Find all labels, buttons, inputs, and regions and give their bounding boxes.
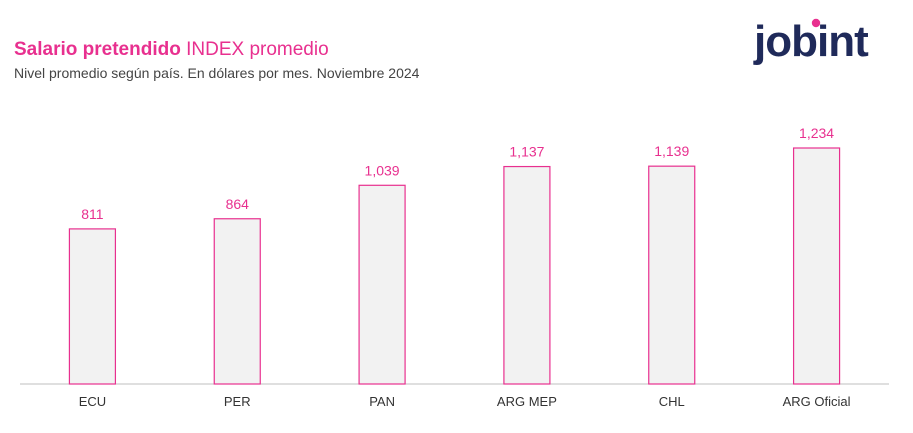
- jobint-logo: jobint: [753, 17, 870, 66]
- x-tick-label: CHL: [659, 394, 685, 409]
- jobint-logo-text: jobint: [753, 17, 869, 66]
- bar-pan: [358, 184, 406, 385]
- bar-arg-mep: [503, 165, 551, 385]
- value-label: 1,137: [509, 144, 544, 160]
- x-tick-label: ARG MEP: [497, 394, 557, 409]
- x-tick-label: ECU: [79, 394, 106, 409]
- bar-chl: [648, 165, 696, 385]
- x-tick-label: ARG Oficial: [783, 394, 851, 409]
- value-label: 864: [226, 196, 250, 212]
- value-label: 1,234: [799, 125, 834, 141]
- chart-title-bold: Salario pretendido: [14, 39, 181, 60]
- chart-subtitle: Nivel promedio según país. En dólares po…: [14, 65, 420, 81]
- bar-arg-oficial: [792, 147, 841, 385]
- jobint-logo-dot: [811, 18, 821, 28]
- value-label: 1,139: [654, 143, 689, 159]
- bars-group: [68, 147, 841, 385]
- bar-per: [213, 218, 261, 385]
- x-tick-label: PAN: [369, 394, 395, 409]
- value-label: 811: [81, 206, 104, 222]
- bar-ecu: [68, 228, 117, 385]
- chart-title: Salario pretendido INDEX promedio: [14, 38, 329, 62]
- x-tick-label: PER: [224, 394, 251, 409]
- value-label: 1,039: [365, 162, 400, 178]
- chart-title-rest: INDEX promedio: [186, 39, 329, 60]
- value-labels-group: 811 864 1,039 1,137 1,139 1,234: [81, 125, 834, 222]
- tick-labels-group: ECU PER PAN ARG MEP CHL ARG Oficial: [79, 394, 851, 409]
